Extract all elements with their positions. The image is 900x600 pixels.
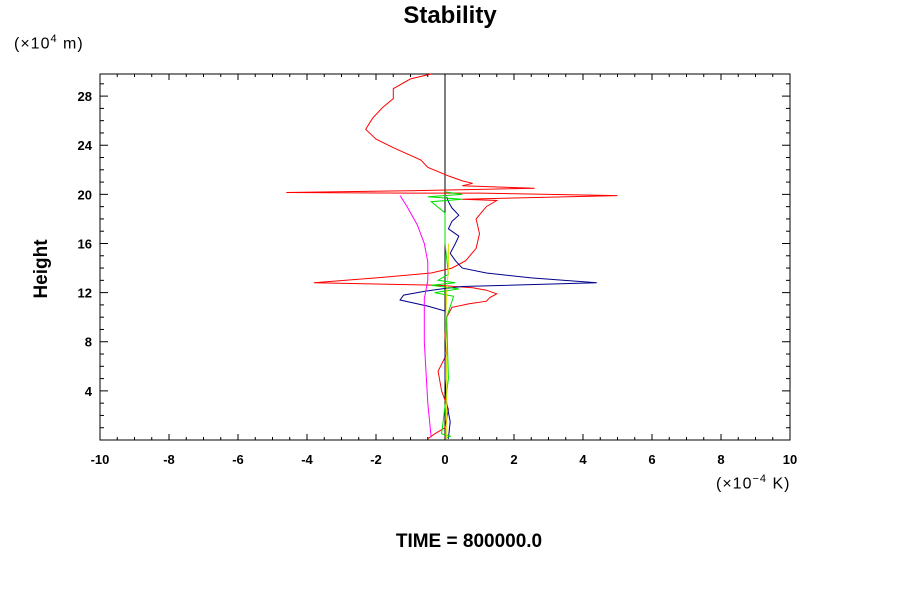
y-tick-label: 20 [78, 187, 92, 202]
y-tick-label: 12 [78, 286, 92, 301]
x-tick-label: -8 [163, 452, 175, 467]
series-line-4 [399, 195, 432, 438]
y-tick-label: 16 [78, 236, 92, 251]
time-annotation: TIME = 800000.0 [395, 531, 543, 552]
y-tick-label: 24 [78, 138, 93, 153]
series-line-5 [445, 243, 449, 439]
x-tick-label: 0 [441, 452, 448, 467]
x-tick-label: 8 [717, 452, 724, 467]
chart-title: Stability [403, 2, 497, 29]
series-line-3 [427, 191, 463, 440]
y-axis-unit: (×104 m) [14, 33, 84, 53]
x-tick-label: 2 [510, 452, 517, 467]
x-axis-unit: (×10−4 K) [716, 473, 791, 493]
x-tick-label: -2 [370, 452, 382, 467]
y-tick-label: 8 [85, 335, 92, 350]
data-lines [286, 73, 618, 440]
x-tick-label: -6 [232, 452, 244, 467]
x-tick-label: -4 [301, 452, 313, 467]
y-tick-label: 28 [78, 89, 92, 104]
x-tick-label: 6 [648, 452, 655, 467]
x-tick-label: -10 [91, 452, 110, 467]
x-tick-label: 4 [579, 452, 587, 467]
y-tick-label: 4 [85, 384, 93, 399]
x-tick-label: 10 [783, 452, 797, 467]
series-line-1 [286, 73, 618, 440]
series-line-2 [399, 196, 597, 439]
